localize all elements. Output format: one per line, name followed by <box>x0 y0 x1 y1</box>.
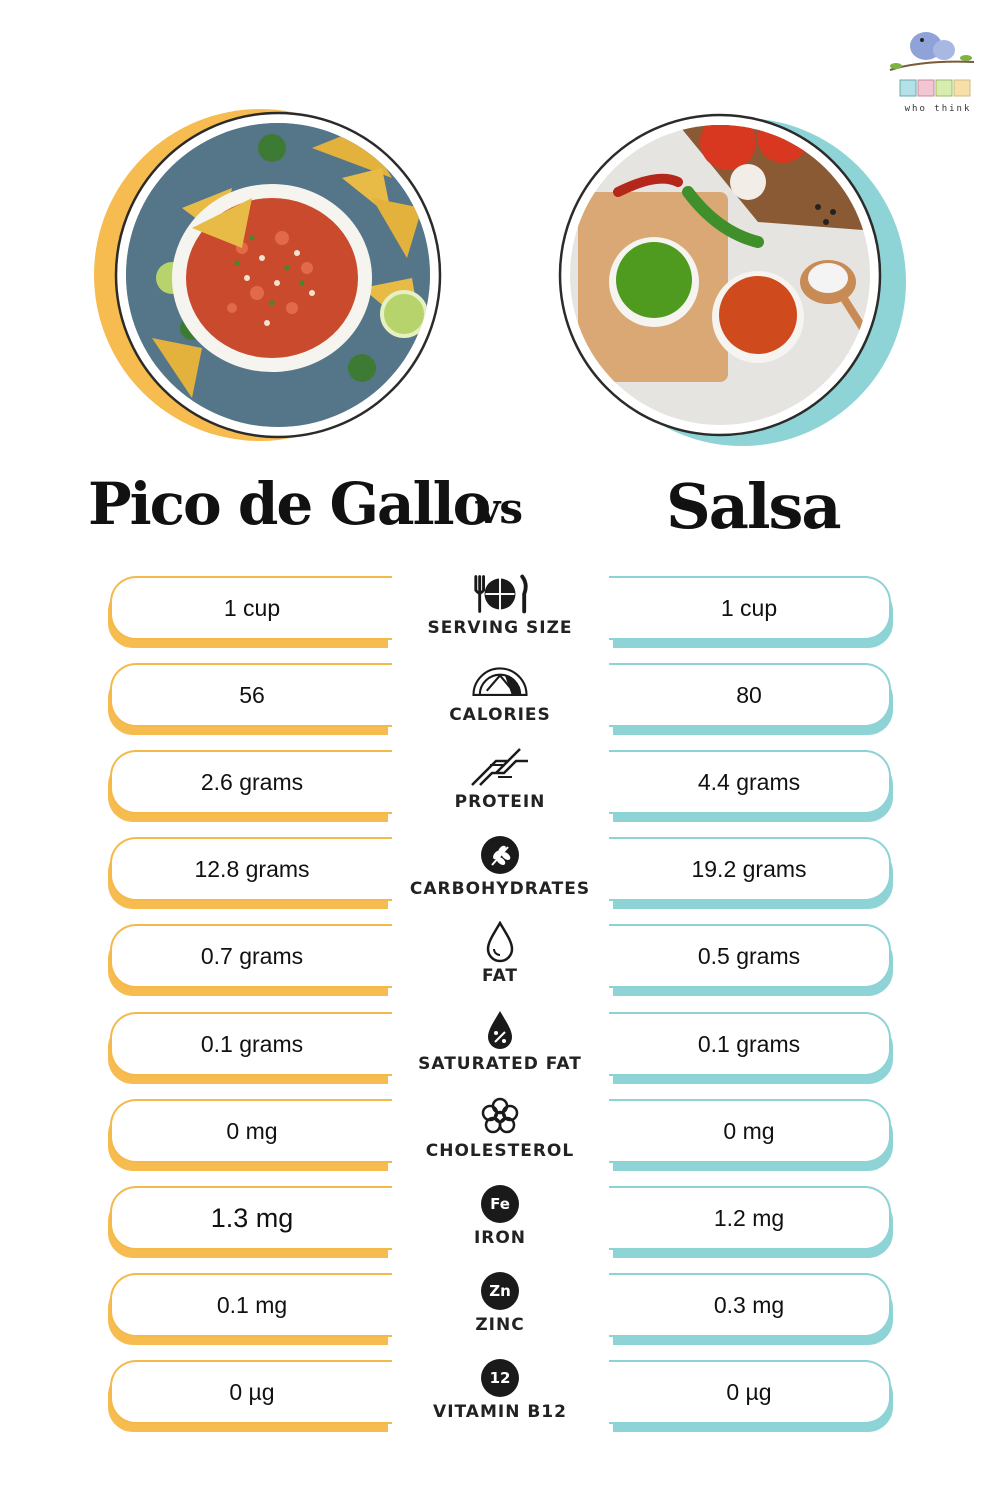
right-title: Salsa <box>666 470 842 543</box>
molecule-flower-icon <box>470 1095 530 1139</box>
zn-badge-icon: Zn <box>470 1269 530 1313</box>
left-value: 1.3 mg <box>210 1202 294 1233</box>
moms-who-think-logo <box>882 22 982 117</box>
nutrient-label-cell: CHOLESTEROL <box>400 1095 600 1175</box>
row-protein: 2.6 grams PROTEIN 4.4 grams <box>0 746 1000 832</box>
nutrient-label: ZINC <box>475 1315 525 1335</box>
left-value-cell: 2.6 grams <box>110 750 392 814</box>
left-value-cell: 0.1 grams <box>110 1012 392 1076</box>
nutrient-label: PROTEIN <box>454 792 546 812</box>
fork-plate-knife-icon <box>470 572 530 616</box>
nutrient-label: SERVING SIZE <box>427 618 573 638</box>
left-value: 2.6 grams <box>200 768 304 795</box>
salsa-image <box>558 112 908 447</box>
right-value-cell: 0.3 mg <box>609 1273 891 1337</box>
left-value-cell: 0.7 grams <box>110 924 392 988</box>
row-iron: 1.3 mg Fe IRON 1.2 mg <box>0 1182 1000 1268</box>
right-value-cell: 0 mg <box>609 1099 891 1163</box>
left-value: 0.1 mg <box>216 1291 288 1318</box>
b12-badge: 12 <box>481 1359 519 1397</box>
left-value-cell: 1 cup <box>110 576 392 640</box>
left-value-cell: 12.8 grams <box>110 837 392 901</box>
left-value: 0.7 grams <box>200 942 304 969</box>
nutrient-label: IRON <box>473 1228 527 1248</box>
vs-label: vs <box>476 484 523 533</box>
left-value: 1 cup <box>223 594 281 621</box>
left-value: 0.1 grams <box>200 1030 304 1057</box>
left-value-cell: 1.3 mg <box>110 1186 392 1250</box>
right-value-cell: 0.1 grams <box>609 1012 891 1076</box>
b12-badge-icon: 12 <box>470 1356 530 1400</box>
right-value: 0 µg <box>726 1378 772 1405</box>
nutrient-label-cell: 12 VITAMIN B12 <box>400 1356 600 1436</box>
left-value: 12.8 grams <box>194 855 310 882</box>
nutrient-label-cell: SATURATED FAT <box>400 1008 600 1088</box>
logo-tagline: who think <box>904 104 972 114</box>
right-value: 0.5 grams <box>697 942 801 969</box>
row-saturated-fat: 0.1 grams SATURATED FAT 0.1 grams <box>0 1008 1000 1094</box>
right-value-cell: 19.2 grams <box>609 837 891 901</box>
right-value-cell: 4.4 grams <box>609 750 891 814</box>
nutrient-label: CHOLESTEROL <box>425 1141 575 1161</box>
fe-badge-icon: Fe <box>470 1182 530 1226</box>
row-calories: 56 CALORIES 80 <box>0 659 1000 745</box>
nutrient-label: CALORIES <box>449 705 551 725</box>
nutrient-label-cell: CARBOHYDRATES <box>400 833 600 913</box>
nutrient-label-cell: SERVING SIZE <box>400 572 600 652</box>
nutrient-label-cell: PROTEIN <box>400 746 600 826</box>
nutrient-label: CARBOHYDRATES <box>409 879 591 899</box>
right-value: 0.1 grams <box>697 1030 801 1057</box>
nutrient-label-cell: CALORIES <box>400 659 600 739</box>
right-value: 4.4 grams <box>697 768 801 795</box>
drop-icon <box>470 920 530 964</box>
right-value: 80 <box>736 681 762 708</box>
right-value: 19.2 grams <box>691 855 807 882</box>
nutrient-label-cell: FAT <box>400 920 600 1000</box>
row-carbohydrates: 12.8 grams CARBOHYDRATES 19.2 grams <box>0 833 1000 919</box>
right-value: 1 cup <box>720 594 778 621</box>
row-fat: 0.7 grams FAT 0.5 grams <box>0 920 1000 1006</box>
right-value-cell: 80 <box>609 663 891 727</box>
left-value: 0 µg <box>229 1378 275 1405</box>
row-zinc: 0.1 mg Zn ZINC 0.3 mg <box>0 1269 1000 1355</box>
row-cholesterol: 0 mg CHOLESTEROL 0 mg <box>0 1095 1000 1181</box>
row-vitamin-b12: 0 µg 12 VITAMIN B12 0 µg <box>0 1356 1000 1442</box>
left-value: 56 <box>239 681 265 708</box>
left-value: 0 mg <box>226 1117 278 1144</box>
left-value-cell: 0 µg <box>110 1360 392 1424</box>
nutrient-label-cell: Fe IRON <box>400 1182 600 1262</box>
right-value-cell: 0.5 grams <box>609 924 891 988</box>
wheat-icon <box>470 833 530 877</box>
protein-helix-icon <box>470 746 530 790</box>
pico-de-gallo-image <box>92 108 452 443</box>
left-value-cell: 0.1 mg <box>110 1273 392 1337</box>
nutrient-label: FAT <box>481 966 519 986</box>
right-value-cell: 1.2 mg <box>609 1186 891 1250</box>
nutrient-label: SATURATED FAT <box>418 1054 582 1074</box>
fe-badge: Fe <box>481 1185 519 1223</box>
row-serving-size: 1 cup SERVING SIZE 1 cup <box>0 572 1000 658</box>
left-value-cell: 0 mg <box>110 1099 392 1163</box>
right-value: 1.2 mg <box>713 1204 785 1231</box>
right-value-cell: 1 cup <box>609 576 891 640</box>
zn-badge: Zn <box>481 1272 519 1310</box>
right-value-cell: 0 µg <box>609 1360 891 1424</box>
gauge-icon <box>470 659 530 703</box>
left-value-cell: 56 <box>110 663 392 727</box>
nutrient-label-cell: Zn ZINC <box>400 1269 600 1349</box>
right-value: 0.3 mg <box>713 1291 785 1318</box>
right-value: 0 mg <box>723 1117 775 1144</box>
nutrient-label: VITAMIN B12 <box>433 1402 567 1422</box>
left-title: Pico de Gallo <box>88 470 491 538</box>
percent-drop-icon <box>470 1008 530 1052</box>
